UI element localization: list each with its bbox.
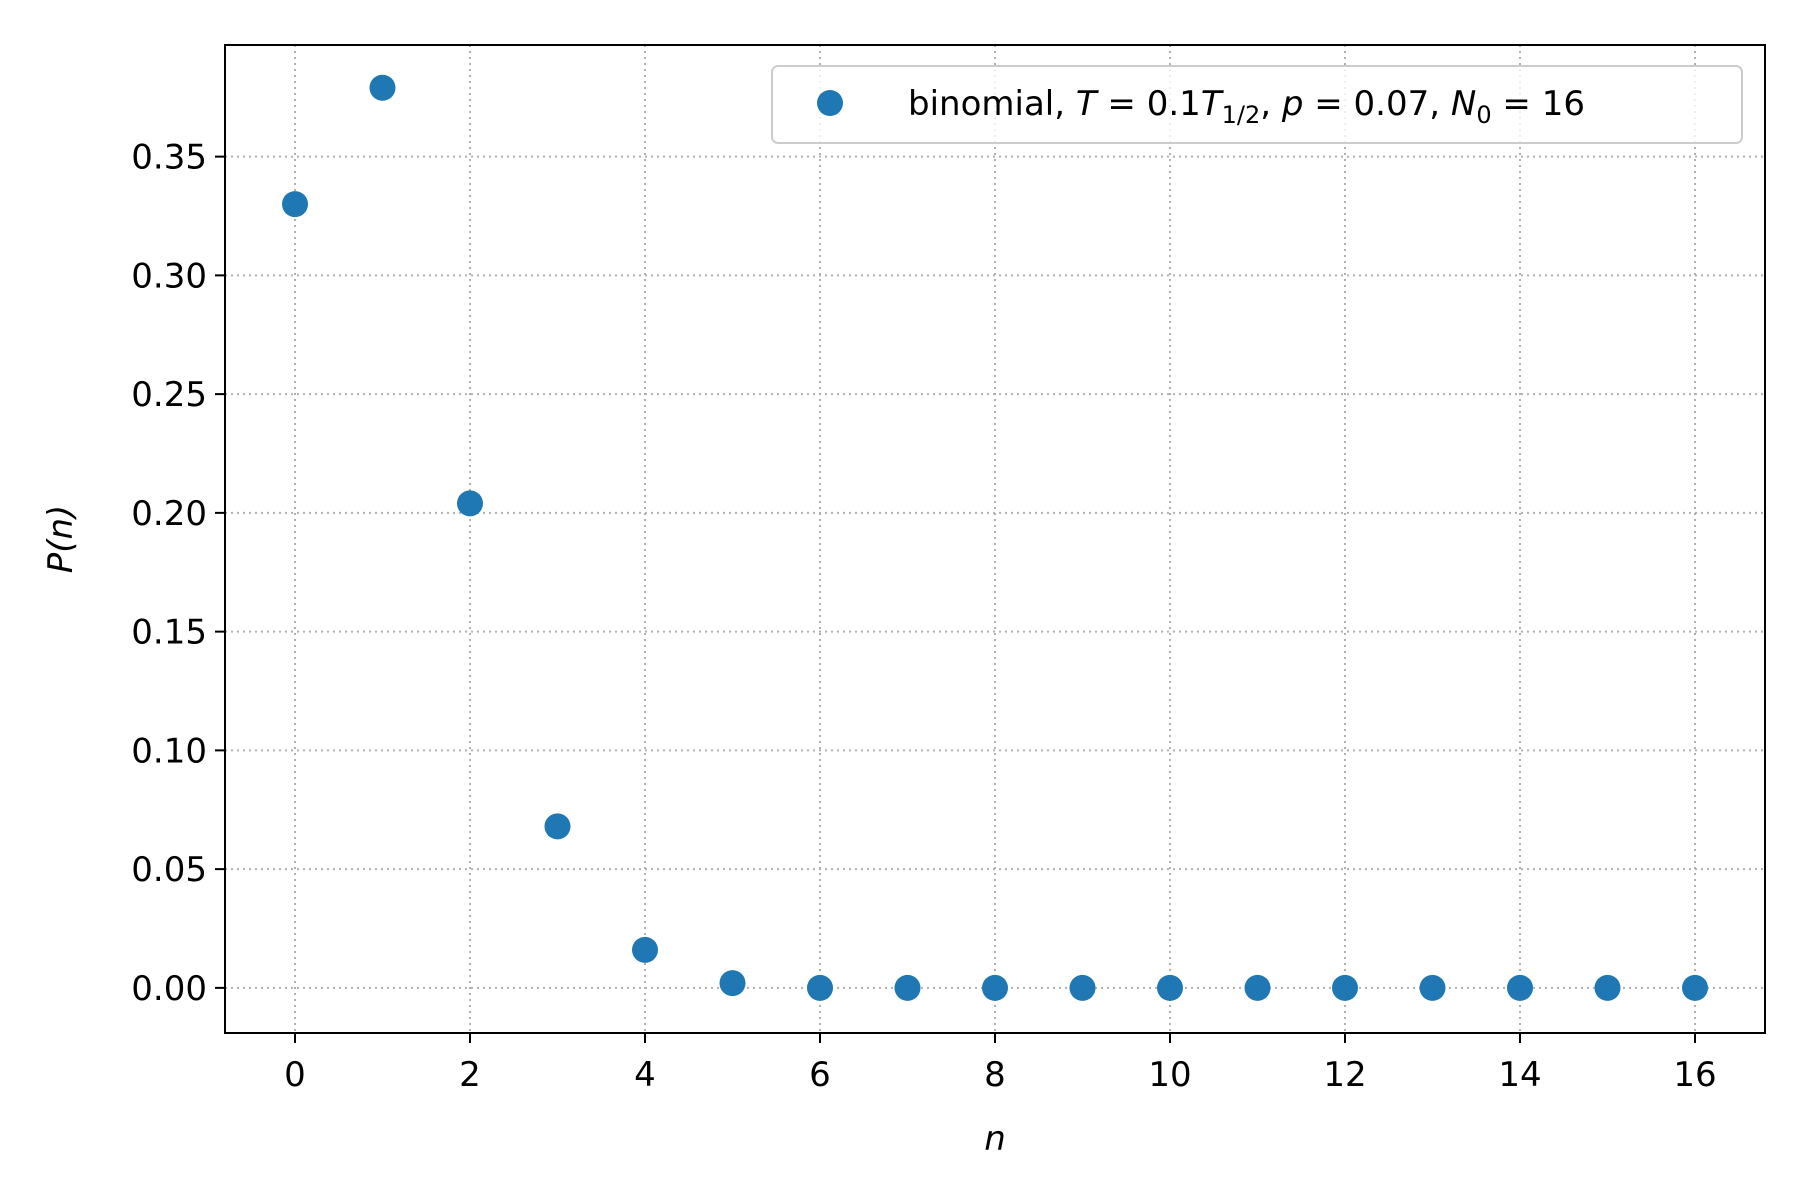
x-tick-label: 8 bbox=[984, 1055, 1006, 1095]
x-tick-label: 14 bbox=[1498, 1055, 1541, 1095]
legend-marker bbox=[817, 90, 843, 116]
x-tick-label: 0 bbox=[284, 1055, 306, 1095]
legend-n-eq: = 16 bbox=[1492, 84, 1585, 124]
legend-n-sub: 0 bbox=[1476, 101, 1491, 129]
data-point bbox=[1594, 974, 1621, 1001]
data-point bbox=[1157, 974, 1183, 1001]
y-tick-label: 0.20 bbox=[131, 494, 207, 534]
data-point bbox=[982, 974, 1008, 1001]
y-axis-ticks: 0.00 0.05 0.10 0.15 0.20 0.25 0.30 0.35 bbox=[131, 138, 225, 1009]
data-point bbox=[1507, 974, 1533, 1001]
data-point bbox=[369, 74, 396, 101]
data-point bbox=[1332, 974, 1358, 1001]
x-tick-label: 4 bbox=[634, 1055, 656, 1095]
data-point bbox=[632, 936, 658, 963]
legend: binomial, T = 0.1T1/2, p = 0.07, N0 = 16 bbox=[771, 65, 1743, 144]
x-tick-label: 12 bbox=[1323, 1055, 1366, 1095]
y-tick-label: 0.35 bbox=[131, 138, 207, 178]
data-point bbox=[807, 974, 833, 1001]
y-tick-label: 0.00 bbox=[131, 969, 207, 1009]
y-axis-label: P(n) bbox=[41, 505, 81, 574]
legend-t-symbol: T bbox=[1076, 84, 1099, 124]
legend-prefix: binomial, bbox=[908, 84, 1076, 124]
y-tick-label: 0.05 bbox=[131, 850, 207, 890]
data-point bbox=[1069, 974, 1096, 1001]
legend-p-eq: = 0.07, bbox=[1303, 84, 1440, 124]
x-axis-ticks: 0 2 4 6 8 10 12 14 16 bbox=[284, 1033, 1717, 1095]
y-tick-label: 0.10 bbox=[131, 731, 207, 771]
y-tick-label: 0.25 bbox=[131, 375, 207, 415]
legend-n-symbol: N bbox=[1451, 84, 1476, 124]
data-point bbox=[1682, 974, 1708, 1001]
data-points bbox=[282, 74, 1708, 1001]
legend-t-half-symbol: T bbox=[1201, 84, 1224, 124]
data-point bbox=[282, 191, 308, 218]
x-tick-label: 2 bbox=[459, 1055, 481, 1095]
legend-entry-binomial: binomial, T = 0.1T1/2, p = 0.07, N0 = 16 bbox=[908, 84, 1585, 129]
x-tick-label: 10 bbox=[1148, 1055, 1191, 1095]
legend-t-eq: = 0.1 bbox=[1097, 84, 1201, 124]
y-tick-label: 0.30 bbox=[131, 256, 207, 296]
data-point bbox=[544, 813, 571, 840]
x-tick-label: 6 bbox=[809, 1055, 831, 1095]
data-point bbox=[719, 970, 746, 997]
legend-t-half-sub: 1/2 bbox=[1222, 101, 1261, 129]
y-tick-label: 0.15 bbox=[131, 613, 207, 653]
data-point bbox=[1244, 974, 1271, 1001]
legend-p-symbol: p bbox=[1281, 84, 1304, 124]
data-point bbox=[894, 974, 921, 1001]
data-point bbox=[457, 490, 483, 517]
x-axis-label: n bbox=[984, 1119, 1006, 1159]
x-tick-label: 16 bbox=[1673, 1055, 1716, 1095]
legend-box bbox=[771, 65, 1743, 144]
data-point bbox=[1419, 974, 1446, 1001]
